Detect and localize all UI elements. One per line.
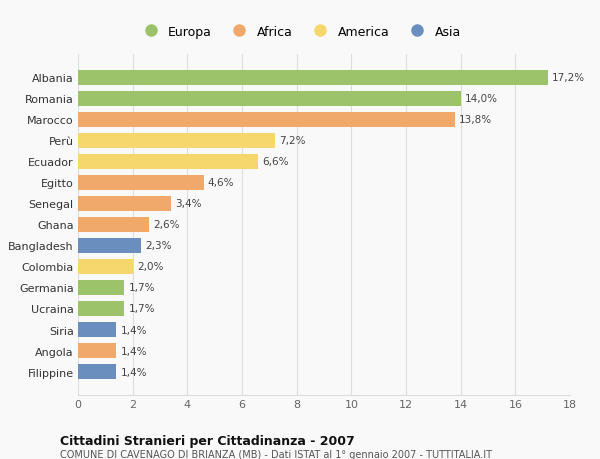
Text: 7,2%: 7,2%	[279, 136, 305, 146]
Text: 14,0%: 14,0%	[465, 94, 498, 104]
Text: 6,6%: 6,6%	[263, 157, 289, 167]
Text: 1,4%: 1,4%	[121, 346, 147, 356]
Bar	[78, 134, 275, 149]
Legend: Europa, Africa, America, Asia: Europa, Africa, America, Asia	[133, 21, 466, 44]
Text: 1,7%: 1,7%	[128, 304, 155, 314]
Bar	[78, 91, 461, 106]
Text: Cittadini Stranieri per Cittadinanza - 2007: Cittadini Stranieri per Cittadinanza - 2…	[60, 434, 355, 447]
Bar	[78, 154, 259, 169]
Bar	[78, 71, 548, 86]
Bar	[78, 364, 116, 379]
Text: 4,6%: 4,6%	[208, 178, 235, 188]
Text: 1,4%: 1,4%	[121, 367, 147, 377]
Text: 1,4%: 1,4%	[121, 325, 147, 335]
Text: COMUNE DI CAVENAGO DI BRIANZA (MB) - Dati ISTAT al 1° gennaio 2007 - TUTTITALIA.: COMUNE DI CAVENAGO DI BRIANZA (MB) - Dat…	[60, 449, 492, 459]
Bar	[78, 218, 149, 232]
Text: 13,8%: 13,8%	[460, 115, 493, 125]
Bar	[78, 280, 124, 296]
Bar	[78, 175, 204, 190]
Text: 3,4%: 3,4%	[175, 199, 202, 209]
Bar	[78, 238, 141, 253]
Text: 2,0%: 2,0%	[137, 262, 163, 272]
Text: 2,3%: 2,3%	[145, 241, 172, 251]
Bar	[78, 196, 171, 212]
Bar	[78, 301, 124, 316]
Text: 1,7%: 1,7%	[128, 283, 155, 293]
Bar	[78, 112, 455, 128]
Bar	[78, 322, 116, 337]
Text: 2,6%: 2,6%	[153, 220, 179, 230]
Bar	[78, 259, 133, 274]
Text: 17,2%: 17,2%	[552, 73, 586, 83]
Bar	[78, 343, 116, 358]
